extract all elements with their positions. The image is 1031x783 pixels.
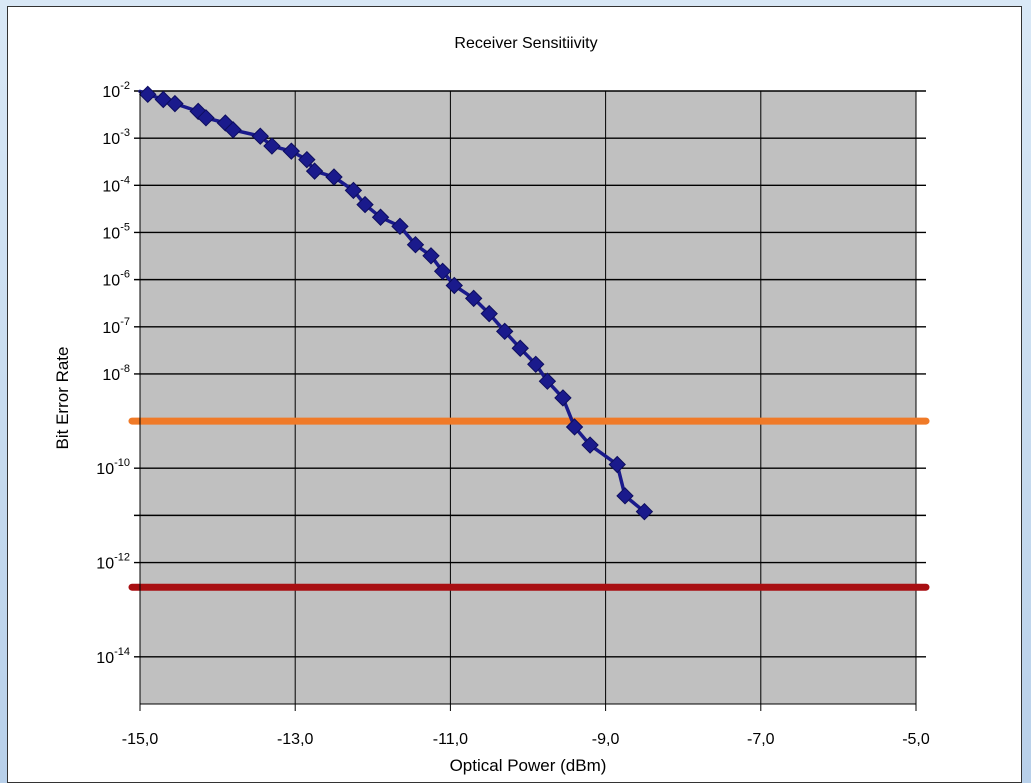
data-point-32 — [616, 487, 634, 505]
data-point-20 — [433, 262, 452, 281]
data-point-11 — [298, 150, 316, 169]
plot-background — [139, 90, 917, 705]
x-tick-label-2: -11,0 — [433, 731, 468, 748]
data-point-16 — [371, 208, 390, 226]
y-tick-label-4: 10-6 — [102, 269, 130, 290]
y-tick-label-7: 10-10 — [96, 457, 130, 478]
data-point-19 — [422, 247, 440, 265]
data-point-26 — [527, 355, 545, 374]
y-axis-title: Bit Error Rate — [53, 347, 72, 450]
data-point-24 — [496, 322, 514, 341]
data-point-29 — [565, 418, 584, 436]
x-tick-label-4: -7,0 — [747, 731, 775, 748]
data-point-33 — [635, 502, 654, 521]
y-tick-label-3: 10-5 — [102, 221, 130, 242]
data-point-10 — [282, 142, 301, 160]
chart-title: Receiver Sensitiivity — [454, 35, 597, 52]
data-point-23 — [480, 304, 498, 323]
data-point-13 — [325, 168, 343, 186]
y-tick-label-0: 10-2 — [102, 80, 130, 101]
y-axis-ticks: 10-2 10-3 10-4 10-5 10-6 10-7 10-8 10-10 10-12 10… — [96, 80, 130, 667]
data-point-9 — [263, 137, 281, 155]
data-point-25 — [511, 339, 529, 357]
data-point-18 — [406, 235, 425, 254]
y-tick-label-8: 10-12 — [96, 552, 130, 573]
data-point-1 — [139, 85, 157, 104]
data-point-17 — [391, 217, 409, 236]
data-point-22 — [464, 289, 483, 308]
y-tick-label-2: 10-4 — [102, 174, 130, 195]
y-tick-label-1: 10-3 — [102, 127, 130, 148]
data-point-8 — [251, 127, 269, 145]
x-tick-label-1: -13,0 — [277, 731, 314, 748]
y-tick-label-9: 10-14 — [96, 646, 130, 667]
series-line-0 — [138, 89, 647, 514]
data-point-27 — [538, 372, 557, 390]
series-layer — [138, 85, 654, 521]
y-tick-label-5: 10-7 — [102, 316, 130, 337]
data-point-14 — [344, 181, 363, 200]
x-tick-label-3: -9,0 — [592, 731, 620, 748]
data-point-28 — [554, 389, 572, 407]
reference-lines — [128, 417, 930, 591]
x-tick-label-5: -5,0 — [902, 731, 930, 748]
x-tick-label-0: -15,0 — [122, 731, 159, 748]
x-axis-title: Optical Power (dBm) — [450, 756, 607, 775]
data-point-21 — [445, 276, 463, 295]
y-tick-label-6: 10-8 — [102, 363, 130, 384]
data-point-12 — [305, 162, 324, 180]
data-point-7 — [224, 121, 242, 139]
data-point-15 — [356, 195, 374, 214]
data-point-31 — [608, 455, 626, 474]
data-point-30 — [581, 436, 599, 454]
data-point-3 — [166, 94, 184, 113]
x-axis-ticks: -15,0 -13,0 -11,0 -9,0 -7,0 -5,0 — [122, 704, 930, 748]
data-point-5 — [197, 109, 215, 127]
